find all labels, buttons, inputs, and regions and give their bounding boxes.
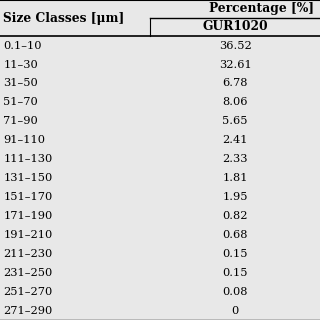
Text: Size Classes [μm]: Size Classes [μm]	[3, 12, 124, 25]
Text: 0.15: 0.15	[222, 268, 248, 278]
Text: 51–70: 51–70	[3, 97, 38, 108]
Text: 71–90: 71–90	[3, 116, 38, 126]
Text: 32.61: 32.61	[219, 60, 252, 69]
Text: 171–190: 171–190	[3, 211, 52, 221]
Text: 1.81: 1.81	[222, 173, 248, 183]
Text: 251–270: 251–270	[3, 287, 52, 297]
Text: 1.95: 1.95	[222, 192, 248, 202]
Text: 2.41: 2.41	[222, 135, 248, 145]
Text: 271–290: 271–290	[3, 306, 52, 316]
Text: Percentage [%]: Percentage [%]	[209, 2, 314, 15]
Text: 231–250: 231–250	[3, 268, 52, 278]
Text: 191–210: 191–210	[3, 230, 52, 240]
Text: 91–110: 91–110	[3, 135, 45, 145]
Text: 0.08: 0.08	[222, 287, 248, 297]
Text: 111–130: 111–130	[3, 154, 52, 164]
Text: 151–170: 151–170	[3, 192, 52, 202]
Text: 8.06: 8.06	[222, 97, 248, 108]
Text: GUR1020: GUR1020	[202, 20, 268, 33]
Text: 0.1–10: 0.1–10	[3, 41, 42, 51]
Text: 36.52: 36.52	[219, 41, 252, 51]
Text: 131–150: 131–150	[3, 173, 52, 183]
Text: 2.33: 2.33	[222, 154, 248, 164]
Text: 0: 0	[232, 306, 239, 316]
Text: 0.68: 0.68	[222, 230, 248, 240]
Text: 5.65: 5.65	[222, 116, 248, 126]
Text: 211–230: 211–230	[3, 249, 52, 259]
Text: 11–30: 11–30	[3, 60, 38, 69]
Text: 0.82: 0.82	[222, 211, 248, 221]
Text: 6.78: 6.78	[222, 78, 248, 88]
Text: 31–50: 31–50	[3, 78, 38, 88]
Text: 0.15: 0.15	[222, 249, 248, 259]
